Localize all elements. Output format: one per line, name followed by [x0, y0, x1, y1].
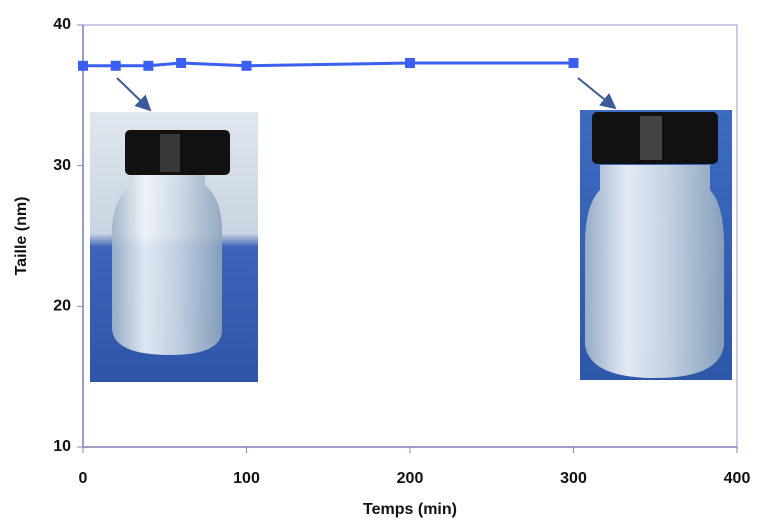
arrow — [577, 77, 617, 110]
x-tick-label: 300 — [560, 470, 587, 487]
y-tick-label: 30 — [53, 157, 71, 174]
data-point — [78, 60, 88, 71]
data-point — [568, 57, 579, 68]
arrow — [116, 77, 152, 112]
x-tick-label: 400 — [724, 470, 751, 487]
y-tick-label: 20 — [53, 298, 71, 315]
data-point — [405, 57, 415, 68]
photo-left — [90, 112, 258, 382]
y-axis-label: Taille (nm) — [13, 197, 30, 276]
data-point — [110, 60, 121, 71]
x-tick-label: 200 — [397, 470, 424, 487]
x-axis-label: Temps (min) — [363, 501, 457, 518]
x-tick-label: 100 — [233, 470, 260, 487]
y-tick-label: 10 — [53, 438, 71, 455]
x-tick-label: 0 — [79, 470, 88, 487]
data-point — [143, 60, 154, 71]
data-point — [176, 57, 187, 68]
y-tick-label: 40 — [53, 16, 71, 33]
photo-right — [580, 110, 732, 380]
data-line — [83, 61, 574, 68]
data-point — [241, 60, 252, 71]
